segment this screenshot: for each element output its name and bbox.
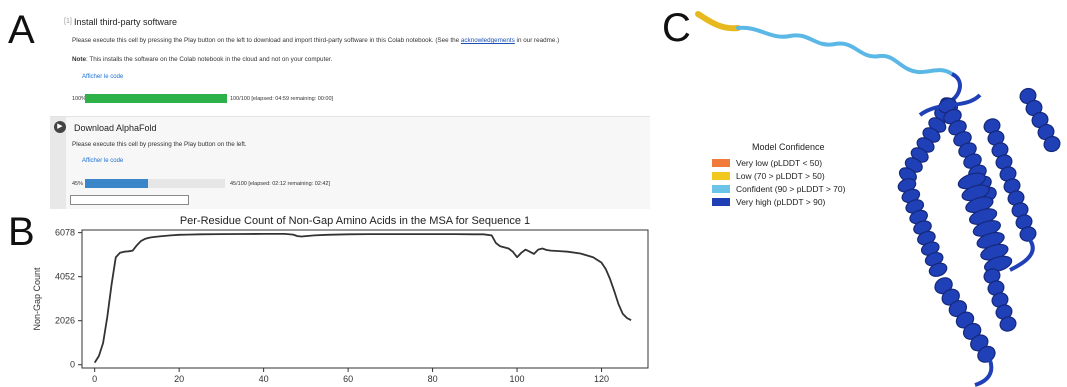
show-code-link[interactable]: Afficher le code — [82, 74, 124, 80]
helix-4 — [983, 118, 1037, 242]
helix-2 — [897, 178, 948, 277]
legend-title: Model Confidence — [752, 142, 825, 152]
cell-title: Download AlphaFold — [74, 123, 157, 133]
legend-swatch — [712, 185, 730, 193]
x-tick-label: 80 — [428, 374, 438, 384]
legend-swatch — [712, 159, 730, 167]
plot-frame — [81, 229, 649, 369]
progress-percent: 100% — [72, 96, 87, 102]
cell-description-suffix: in our readme.) — [514, 37, 560, 44]
progress-status: 100/100 [elapsed: 04:59 remaining: 00:00… — [230, 96, 334, 102]
y-axis-label: Non-Gap Count — [32, 267, 42, 331]
y-tick-label: 4052 — [55, 272, 75, 282]
legend-label: Very high (pLDDT > 90) — [736, 197, 826, 207]
progress-bar — [85, 179, 225, 188]
legend-label: Confident (90 > pLDDT > 70) — [736, 184, 846, 194]
x-tick-label: 0 — [92, 374, 97, 384]
y-tick-label: 2026 — [55, 316, 75, 326]
protein-structure-image — [695, 11, 1061, 387]
panel-label-b: B — [8, 210, 35, 254]
panel-label-a: A — [8, 8, 35, 52]
x-tick-label: 120 — [594, 374, 609, 384]
show-code-link[interactable]: Afficher le code — [82, 158, 124, 164]
x-tick-label: 100 — [510, 374, 525, 384]
cell-note: Note: This installs the software on the … — [72, 56, 332, 63]
progress-percent: 45% — [72, 181, 84, 187]
legend-label: Low (70 > pLDDT > 50) — [736, 171, 825, 181]
helix-6 — [934, 277, 996, 363]
note-text: : This installs the software on the Cola… — [86, 56, 333, 63]
legend-swatch — [712, 198, 730, 206]
legend-label: Very low (pLDDT < 50) — [736, 158, 823, 168]
progress-bar-fill — [85, 94, 227, 103]
legend-swatch — [712, 172, 730, 180]
high-confidence-loop — [1009, 238, 1035, 272]
cell-description: Please execute this cell by pressing the… — [72, 37, 559, 44]
helix-turn — [984, 255, 1013, 273]
helix-turn — [1043, 135, 1061, 153]
progress-bar-fill — [85, 179, 148, 188]
execution-count: [1] — [64, 18, 72, 25]
helix-turn — [928, 262, 948, 277]
output-box — [70, 195, 189, 205]
cell-gutter: ▶ — [50, 117, 66, 209]
chart-title: Per-Residue Count of Non-Gap Amino Acids… — [179, 215, 531, 227]
cell-description: Please execute this cell by pressing the… — [72, 141, 247, 148]
x-tick-label: 40 — [259, 374, 269, 384]
play-icon[interactable]: ▶ — [54, 121, 66, 133]
series-line — [93, 232, 632, 364]
progress-bar — [85, 94, 227, 103]
high-confidence-loop — [918, 93, 982, 117]
note-label: Note — [72, 56, 86, 63]
x-tick-label: 60 — [343, 374, 353, 384]
msa-coverage-chart: 0 20 40 60 80 100 120 0 2026 4052 6078 Non-Gap Coun… — [32, 228, 649, 384]
helix-turn — [999, 316, 1017, 332]
helix-central — [957, 172, 1013, 273]
low-confidence-segment — [695, 11, 741, 32]
cell-title: Install third-party software — [74, 17, 178, 27]
panel-label-c: C — [662, 6, 691, 50]
helix-7 — [983, 268, 1017, 332]
confident-segment — [736, 25, 954, 76]
high-confidence-loop — [974, 359, 994, 387]
colab-cell-install: [1] Install third-party software Please … — [50, 8, 650, 116]
y-tick-label: 0 — [70, 360, 75, 370]
high-confidence-loop — [950, 72, 962, 102]
y-tick-label: 6078 — [55, 228, 75, 238]
acknowledgements-link[interactable]: acknowledgements — [460, 37, 515, 44]
colab-cell-download: ▶ Download AlphaFold Please execute this… — [50, 116, 650, 209]
x-tick-label: 20 — [174, 374, 184, 384]
progress-status: 45/100 [elapsed: 02:12 remaining: 02:42] — [230, 181, 330, 187]
helix-5 — [1019, 87, 1061, 153]
cell-description-text: Please execute this cell by pressing the… — [72, 37, 461, 44]
